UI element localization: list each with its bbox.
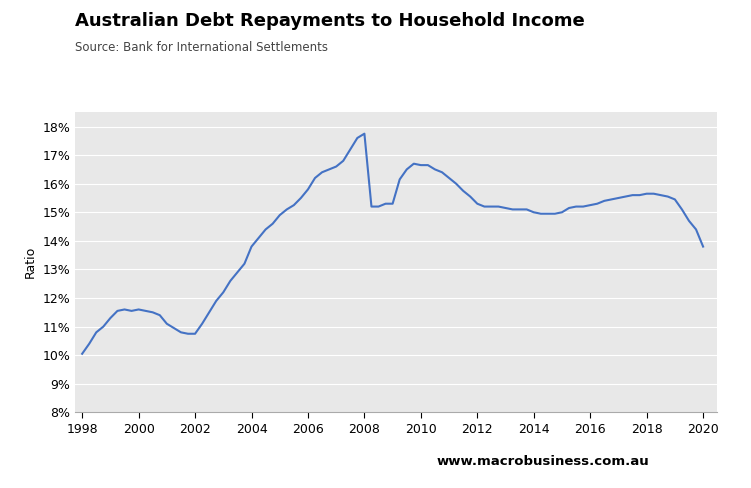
Text: Australian Debt Repayments to Household Income: Australian Debt Repayments to Household … <box>75 12 585 30</box>
Y-axis label: Ratio: Ratio <box>24 246 37 279</box>
Text: Source: Bank for International Settlements: Source: Bank for International Settlemen… <box>75 41 328 55</box>
Text: www.macrobusiness.com.au: www.macrobusiness.com.au <box>437 454 650 468</box>
Text: BUSINESS: BUSINESS <box>626 60 704 73</box>
Text: MACRO: MACRO <box>631 24 700 42</box>
